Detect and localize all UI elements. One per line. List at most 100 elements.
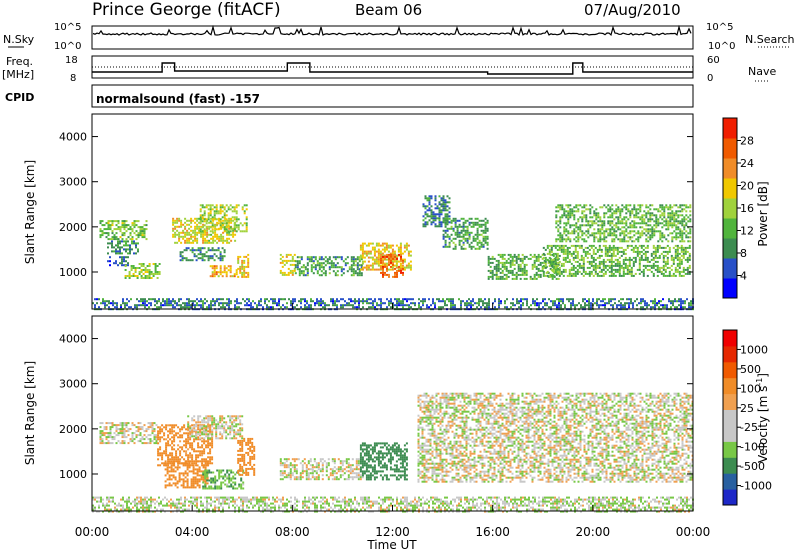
- range-gate-cell: [398, 265, 400, 268]
- range-gate-cell: [649, 208, 652, 211]
- range-gate-cell: [580, 246, 583, 249]
- range-gate-cell: [223, 222, 226, 225]
- range-gate-cell: [124, 306, 126, 309]
- range-gate-cell: [125, 250, 127, 253]
- range-gate-cell: [206, 306, 208, 309]
- range-gate-cell: [352, 256, 355, 259]
- range-gate-cell: [432, 213, 435, 216]
- range-gate-cell: [133, 252, 135, 255]
- range-gate-cell: [560, 248, 563, 251]
- range-gate-cell: [188, 486, 191, 489]
- range-gate-cell: [165, 426, 168, 429]
- range-gate-cell: [482, 237, 485, 240]
- range-gate-cell: [369, 264, 372, 267]
- range-gate-cell: [535, 277, 538, 280]
- range-gate-cell: [208, 241, 211, 244]
- range-gate-cell: [513, 259, 516, 262]
- range-gate-cell: [117, 242, 119, 245]
- range-gate-cell: [151, 430, 154, 433]
- range-gate-cell: [213, 218, 216, 221]
- range-gate-cell: [182, 472, 185, 475]
- range-gate-cell: [648, 260, 651, 263]
- range-gate-cell: [571, 224, 574, 227]
- range-gate-cell: [392, 275, 394, 278]
- range-gate-cell: [448, 235, 451, 238]
- range-gate-cell: [629, 210, 632, 213]
- range-gate-cell: [304, 306, 306, 309]
- range-gate-cell: [652, 272, 655, 275]
- range-gate-cell: [591, 220, 594, 223]
- range-gate-cell: [123, 264, 125, 267]
- range-gate-cell: [674, 298, 676, 301]
- range-gate-cell: [623, 230, 626, 233]
- range-gate-cell: [139, 440, 142, 443]
- range-gate-cell: [109, 256, 111, 259]
- range-gate-cell: [521, 271, 524, 274]
- range-gate-cell: [292, 302, 294, 305]
- range-gate-cell: [501, 271, 504, 274]
- range-gate-cell: [188, 227, 191, 230]
- nsky-line: [92, 24, 692, 36]
- range-gate-cell: [581, 206, 584, 209]
- range-gate-cell: [211, 228, 214, 231]
- range-gate-cell: [653, 208, 656, 211]
- range-gate-cell: [616, 246, 619, 249]
- range-gate-cell: [119, 256, 121, 259]
- range-gate-cell: [278, 300, 280, 303]
- range-gate-cell: [186, 223, 189, 226]
- range-gate-cell: [539, 269, 542, 272]
- range-gate-cell: [664, 306, 666, 309]
- range-gate-cell: [675, 214, 678, 217]
- range-gate-cell: [201, 440, 204, 443]
- range-gate-cell: [217, 275, 220, 278]
- range-gate-cell: [388, 300, 390, 303]
- range-gate-cell: [454, 231, 457, 234]
- range-gate-cell: [180, 225, 183, 228]
- range-gate-cell: [634, 272, 637, 275]
- range-gate-cell: [222, 237, 225, 240]
- range-gate-cell: [220, 237, 223, 240]
- range-gate-cell: [174, 484, 177, 487]
- range-gate-cell: [358, 272, 361, 275]
- range-gate-cell: [218, 237, 221, 240]
- range-gate-cell: [209, 204, 212, 207]
- range-gate-cell: [212, 235, 215, 238]
- range-gate-cell: [444, 223, 447, 226]
- range-gate-cell: [330, 260, 333, 263]
- range-gate-cell: [239, 255, 242, 258]
- range-gate-cell: [289, 259, 292, 262]
- range-gate-cell: [350, 300, 352, 303]
- range-gate-cell: [572, 272, 575, 275]
- range-gate-cell: [521, 261, 524, 264]
- range-gate-cell: [233, 275, 236, 278]
- range-gate-cell: [618, 260, 621, 263]
- range-gate-cell: [616, 270, 619, 273]
- range-gate-cell: [111, 424, 114, 427]
- range-gate-cell: [140, 300, 142, 303]
- range-gate-cell: [432, 300, 434, 303]
- range-gate-cell: [636, 248, 639, 251]
- range-gate-cell: [499, 275, 502, 278]
- range-gate-cell: [187, 247, 190, 250]
- range-gate-cell: [283, 271, 286, 274]
- range-gate-cell: [252, 306, 254, 309]
- range-gate-cell: [638, 302, 640, 305]
- range-gate-cell: [384, 302, 386, 305]
- range-gate-cell: [174, 476, 177, 479]
- range-gate-cell: [645, 212, 648, 215]
- range-gate-cell: [654, 254, 657, 257]
- range-gate-cell: [674, 256, 677, 259]
- range-gate-cell: [119, 246, 121, 249]
- range-gate-cell: [639, 218, 642, 221]
- range-gate-cell: [529, 253, 532, 256]
- range-gate-cell: [645, 228, 648, 231]
- range-gate-cell: [590, 304, 592, 307]
- range-gate-cell: [172, 227, 175, 230]
- range-gate-cell: [444, 231, 447, 234]
- range-gate-cell: [448, 300, 450, 303]
- range-gate-cell: [135, 244, 137, 247]
- range-gate-cell: [219, 206, 222, 209]
- range-gate-cell: [199, 230, 202, 233]
- range-gate-cell: [169, 430, 172, 433]
- range-gate-cell: [523, 265, 526, 268]
